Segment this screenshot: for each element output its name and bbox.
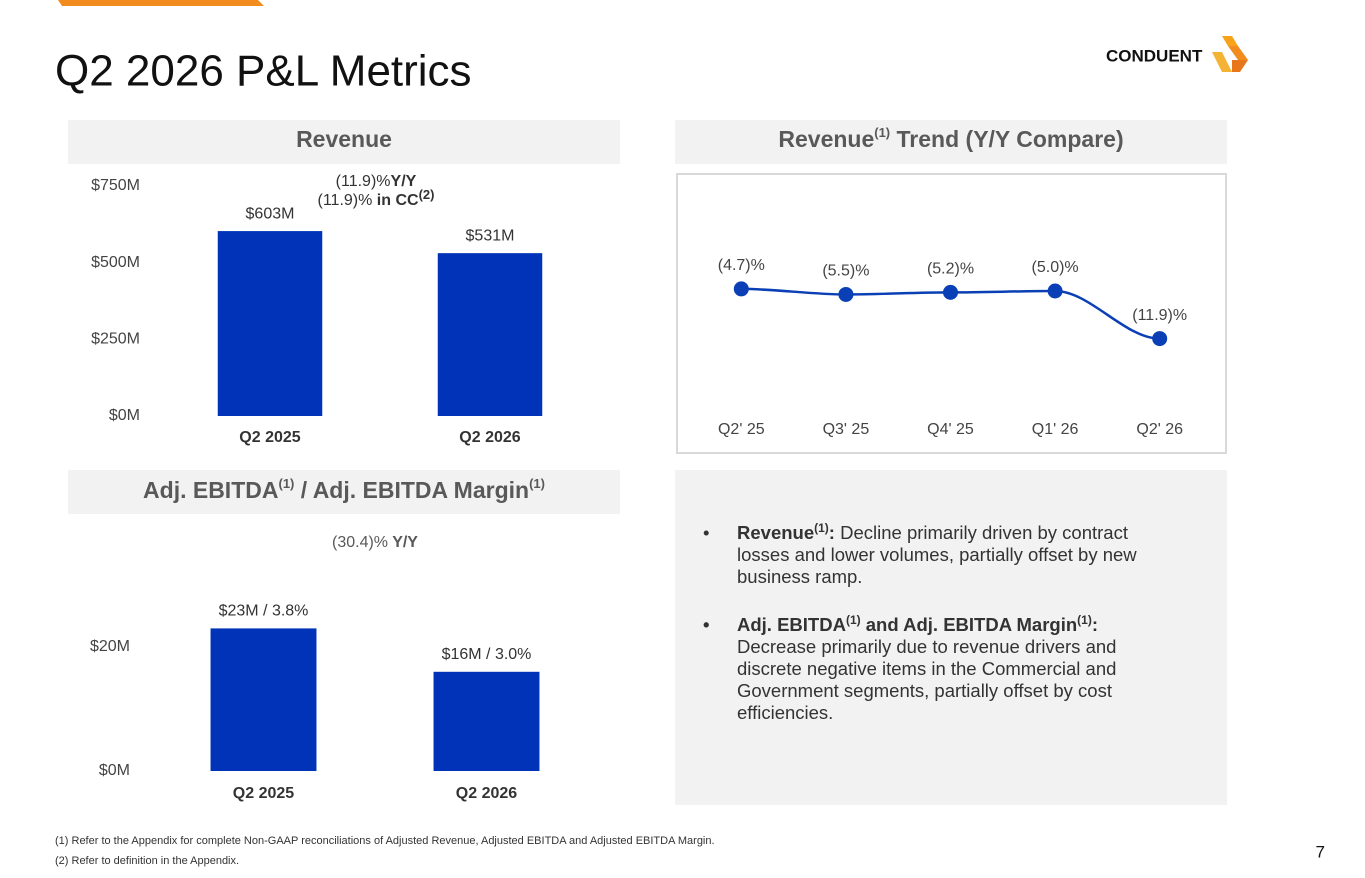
x-tick-label: Q4' 25 [927,421,974,438]
annotation: (11.9)% in CC(2) [318,187,435,209]
header-box [68,120,620,164]
bar [433,671,540,771]
bullet-head: Revenue [737,522,815,543]
title-sup: (1) [529,476,545,491]
bullet-head: : [1091,614,1098,635]
annotation-part: in CC [372,192,419,209]
annotation-part: (11.9)% [318,192,373,209]
title-sup: (1) [874,125,890,140]
annotation-part: Y/Y [391,173,417,190]
value-label: $16M / 3.0% [442,646,532,663]
x-tick-label: Q2 2025 [233,785,294,802]
y-tick-label: $0M [109,407,140,424]
bar [210,628,317,771]
chart-title: Revenue [296,126,392,152]
y-tick-label: $500M [91,254,140,271]
point [838,286,854,302]
annotation-part: (11.9)% [336,173,391,190]
x-tick-label: Q2 2025 [239,429,300,446]
value-label: (5.2)% [927,261,974,278]
value-label: (11.9)% [1132,307,1187,324]
notes-panel [675,470,1227,805]
bullet-sup: (1) [1077,612,1092,627]
title-part: Trend (Y/Y Compare) [890,126,1123,152]
point [733,281,749,297]
value-label: (5.5)% [822,263,869,280]
annotation: (11.9)%Y/Y [336,173,417,190]
value-label: $531M [466,227,515,244]
logo-text: CONDUENT [1106,46,1203,65]
title-sup: (1) [278,476,294,491]
x-tick-label: Q2' 26 [1136,421,1183,438]
x-tick-label: Q2 2026 [456,785,517,802]
bullet-list: • Revenue(1): Decline primarily driven by… [700,522,1170,750]
value-label: $23M / 3.8% [219,603,309,620]
point [1152,331,1168,347]
bullet-head: : [828,522,835,543]
x-tick-label: Q3' 25 [823,421,870,438]
bullet-head: Adj. EBITDA [737,614,846,635]
page-number: 7 [1316,842,1325,861]
bar [437,253,543,416]
header-box [68,470,620,514]
footnote: (2) Refer to definition in the Appendix. [55,855,239,867]
x-tick-label: Q1' 26 [1032,421,1079,438]
value-label: (5.0)% [1032,259,1079,276]
x-tick-label: Q2' 25 [718,421,765,438]
accent-bar [58,0,264,6]
y-tick-label: $20M [90,638,130,655]
bullet: • Revenue(1): Decline primarily driven by… [703,520,1137,587]
annotation: (30.4)% Y/Y [332,534,418,551]
title-part: Adj. EBITDA [143,477,278,503]
bullet-sup: (1) [845,612,861,627]
chart-frame [676,173,1227,454]
y-tick-label: $250M [91,331,140,348]
bar [217,231,323,416]
slide-title: Q2 2026 P&L Metrics [55,47,472,96]
annotation-part: Y/Y [388,534,418,551]
bullet-text: Decline primarily driven by contract los… [737,522,1137,587]
y-tick-label: $750M [91,177,140,194]
header-box [675,120,1227,164]
x-tick-label: Q2 2026 [459,429,520,446]
chart-title: Revenue(1) Trend (Y/Y Compare) [778,125,1123,152]
bullet: • Adj. EBITDA(1) and Adj. EBITDA Margin(1… [700,614,1170,724]
value-label: (4.7)% [718,257,765,274]
bullet-sup: (1) [814,520,829,535]
bullet-head: and Adj. EBITDA Margin [860,614,1078,635]
y-tick-label: $0M [99,762,130,779]
title-part: Revenue [296,126,392,152]
annotation-sup: (2) [419,187,435,202]
title-part: / Adj. EBITDA Margin [294,477,529,503]
annotation-part: (30.4)% [332,534,388,551]
point [943,284,958,300]
footnote: (1) Refer to the Appendix for complete N… [55,835,715,847]
point [1047,283,1063,299]
value-label: $603M [246,205,295,222]
logo-mark [1212,36,1248,72]
bullet-text: Decrease primarily due to revenue driver… [737,636,1117,723]
chart-title: Adj. EBITDA(1) / Adj. EBITDA Margin(1) [143,476,545,503]
title-part: Revenue [778,126,874,152]
